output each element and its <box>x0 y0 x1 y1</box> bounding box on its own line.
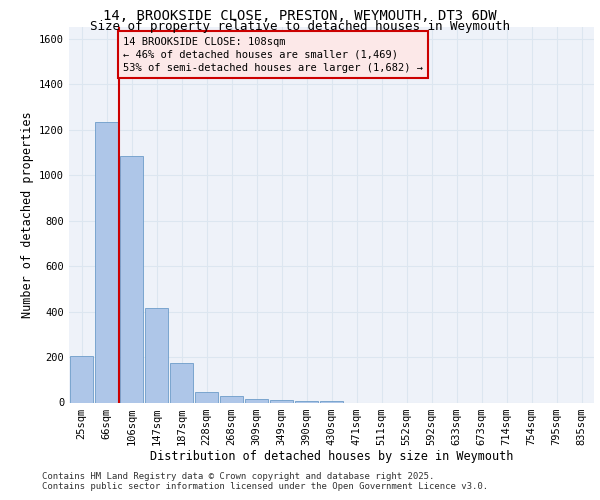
Text: Contains public sector information licensed under the Open Government Licence v3: Contains public sector information licen… <box>42 482 488 491</box>
Bar <box>245 399 268 402</box>
Bar <box>70 356 93 403</box>
Bar <box>120 156 143 402</box>
Bar <box>295 401 318 402</box>
Bar <box>195 392 218 402</box>
Text: 14, BROOKSIDE CLOSE, PRESTON, WEYMOUTH, DT3 6DW: 14, BROOKSIDE CLOSE, PRESTON, WEYMOUTH, … <box>103 9 497 23</box>
X-axis label: Distribution of detached houses by size in Weymouth: Distribution of detached houses by size … <box>150 450 513 464</box>
Bar <box>220 396 243 402</box>
Text: 14 BROOKSIDE CLOSE: 108sqm
← 46% of detached houses are smaller (1,469)
53% of s: 14 BROOKSIDE CLOSE: 108sqm ← 46% of deta… <box>123 36 423 73</box>
Y-axis label: Number of detached properties: Number of detached properties <box>20 112 34 318</box>
Text: Size of property relative to detached houses in Weymouth: Size of property relative to detached ho… <box>90 20 510 33</box>
Bar <box>145 308 168 402</box>
Bar <box>95 122 118 402</box>
Bar <box>170 362 193 403</box>
Bar <box>270 400 293 402</box>
Text: Contains HM Land Registry data © Crown copyright and database right 2025.: Contains HM Land Registry data © Crown c… <box>42 472 434 481</box>
